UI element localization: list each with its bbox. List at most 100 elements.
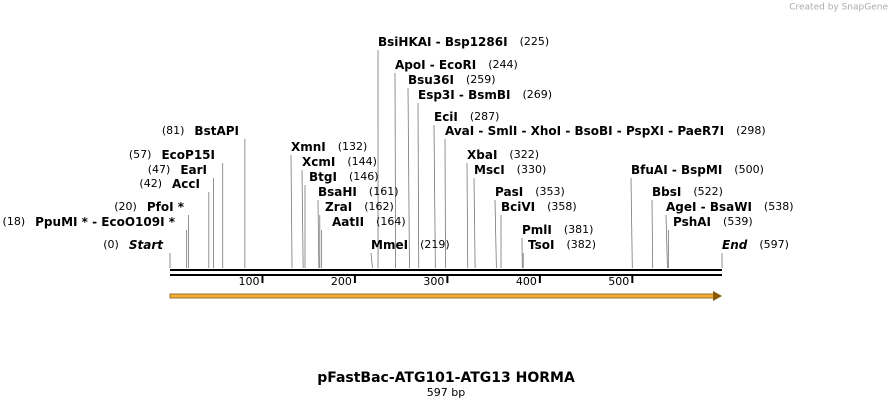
site-position: (259)	[466, 73, 496, 86]
site-line	[466, 162, 469, 269]
site-label: PshAI (539)	[673, 215, 753, 229]
enzyme-name: XbaI	[467, 148, 497, 162]
site-line	[665, 214, 668, 269]
site-label: BsaHI (161)	[318, 185, 399, 199]
site-position: (597)	[759, 238, 789, 251]
site-label: BsiHKAI - Bsp1286I (225)	[378, 35, 549, 49]
site-line	[473, 177, 476, 269]
enzyme-name: BciVI	[501, 200, 535, 214]
site-position: (146)	[349, 170, 379, 183]
site-position: (539)	[723, 215, 753, 228]
enzyme-name: AccI	[172, 177, 200, 191]
site-position: (538)	[764, 200, 794, 213]
site-position: (244)	[488, 58, 518, 71]
site-position: (161)	[369, 185, 399, 198]
enzyme-name: BstAPI	[194, 124, 239, 138]
enzyme-name: PshAI	[673, 215, 711, 229]
site-label: Esp3I - BsmBI (269)	[418, 88, 552, 102]
enzyme-name: BsaHI	[318, 185, 357, 199]
site-label: TsoI (382)	[528, 238, 596, 252]
site-label: EciI (287)	[434, 110, 499, 124]
site-position: (322)	[509, 148, 539, 161]
enzyme-name: End	[722, 238, 748, 252]
site-position: (47)	[148, 163, 171, 176]
site-line	[301, 169, 304, 269]
site-label: BtgI (146)	[309, 170, 379, 184]
site-label: AgeI - BsaWI (538)	[666, 200, 794, 214]
site-position: (287)	[470, 110, 500, 123]
site-line	[407, 87, 410, 269]
tick-label: 300	[423, 275, 444, 288]
enzyme-name: BbsI	[652, 185, 681, 199]
site-position: (132)	[338, 140, 368, 153]
enzyme-name: PfoI *	[147, 200, 185, 214]
site-position: (298)	[736, 124, 766, 137]
enzyme-name: Start	[129, 238, 164, 252]
site-line	[394, 72, 397, 269]
enzyme-name: XmnI	[291, 140, 326, 154]
site-line	[290, 154, 293, 269]
enzyme-name: ZraI	[325, 200, 352, 214]
site-line	[317, 199, 320, 269]
site-position: (20)	[114, 200, 137, 213]
site-line	[494, 199, 497, 269]
enzyme-name: AgeI - BsaWI	[666, 200, 752, 214]
site-label: (81) BstAPI	[162, 124, 239, 138]
site-position: (162)	[364, 200, 394, 213]
enzyme-name: EarI	[180, 163, 207, 177]
site-label: AatII (164)	[332, 215, 406, 229]
feature-arrow-head	[713, 291, 722, 301]
enzyme-name: AatII	[332, 215, 364, 229]
site-label: (47) EarI	[148, 163, 207, 177]
subtitle: 597 bp	[427, 386, 465, 399]
site-label: XcmI (144)	[302, 155, 377, 169]
site-label: (20) PfoI *	[114, 200, 184, 214]
feature-arrow	[169, 293, 715, 299]
site-position: (382)	[566, 238, 596, 251]
enzyme-name: EciI	[434, 110, 458, 124]
site-line	[433, 124, 436, 269]
title: pFastBac-ATG101-ATG13 HORMA	[317, 370, 575, 386]
site-position: (358)	[547, 200, 577, 213]
site-line	[651, 199, 654, 269]
site-label: End (597)	[722, 238, 789, 252]
tick-label: 500	[608, 275, 629, 288]
site-position: (381)	[564, 223, 594, 236]
enzyme-name: PpuMI * - EcoO109I *	[35, 215, 176, 229]
site-label: Bsu36I (259)	[408, 73, 496, 87]
site-position: (81)	[162, 124, 185, 137]
enzyme-name: BsiHKAI - Bsp1286I	[378, 35, 508, 49]
site-label: BfuAI - BspMI (500)	[631, 163, 764, 177]
tick-label: 200	[331, 275, 352, 288]
enzyme-name: TsoI	[528, 238, 554, 252]
site-position: (522)	[693, 185, 723, 198]
site-line	[444, 138, 446, 269]
enzyme-name: BfuAI - BspMI	[631, 163, 722, 177]
enzyme-name: Bsu36I	[408, 73, 454, 87]
enzyme-name: EcoP15I	[161, 148, 215, 162]
site-position: (0)	[103, 238, 119, 251]
tick-label: 100	[238, 275, 259, 288]
site-position: (353)	[535, 185, 565, 198]
site-position: (57)	[129, 148, 152, 161]
site-position: (18)	[3, 215, 26, 228]
watermark: Created by SnapGene	[789, 3, 888, 13]
site-label: (57) EcoP15I	[129, 148, 215, 162]
enzyme-name: XcmI	[302, 155, 335, 169]
site-position: (269)	[522, 88, 552, 101]
site-label: (0) Start	[103, 238, 164, 252]
site-line	[417, 102, 420, 269]
site-label: (42) AccI	[139, 177, 200, 191]
site-label: (18) PpuMI * - EcoO109I *	[3, 215, 176, 229]
site-position: (144)	[347, 155, 377, 168]
site-label: ApoI - EcoRI (244)	[395, 58, 518, 72]
site-label: BbsI (522)	[652, 185, 723, 199]
site-label: PasI (353)	[495, 185, 565, 199]
site-label: XbaI (322)	[467, 148, 539, 162]
site-label: BciVI (358)	[501, 200, 577, 214]
site-position: (330)	[517, 163, 547, 176]
site-position: (219)	[420, 238, 450, 251]
site-label: MmeI (219)	[371, 238, 450, 252]
